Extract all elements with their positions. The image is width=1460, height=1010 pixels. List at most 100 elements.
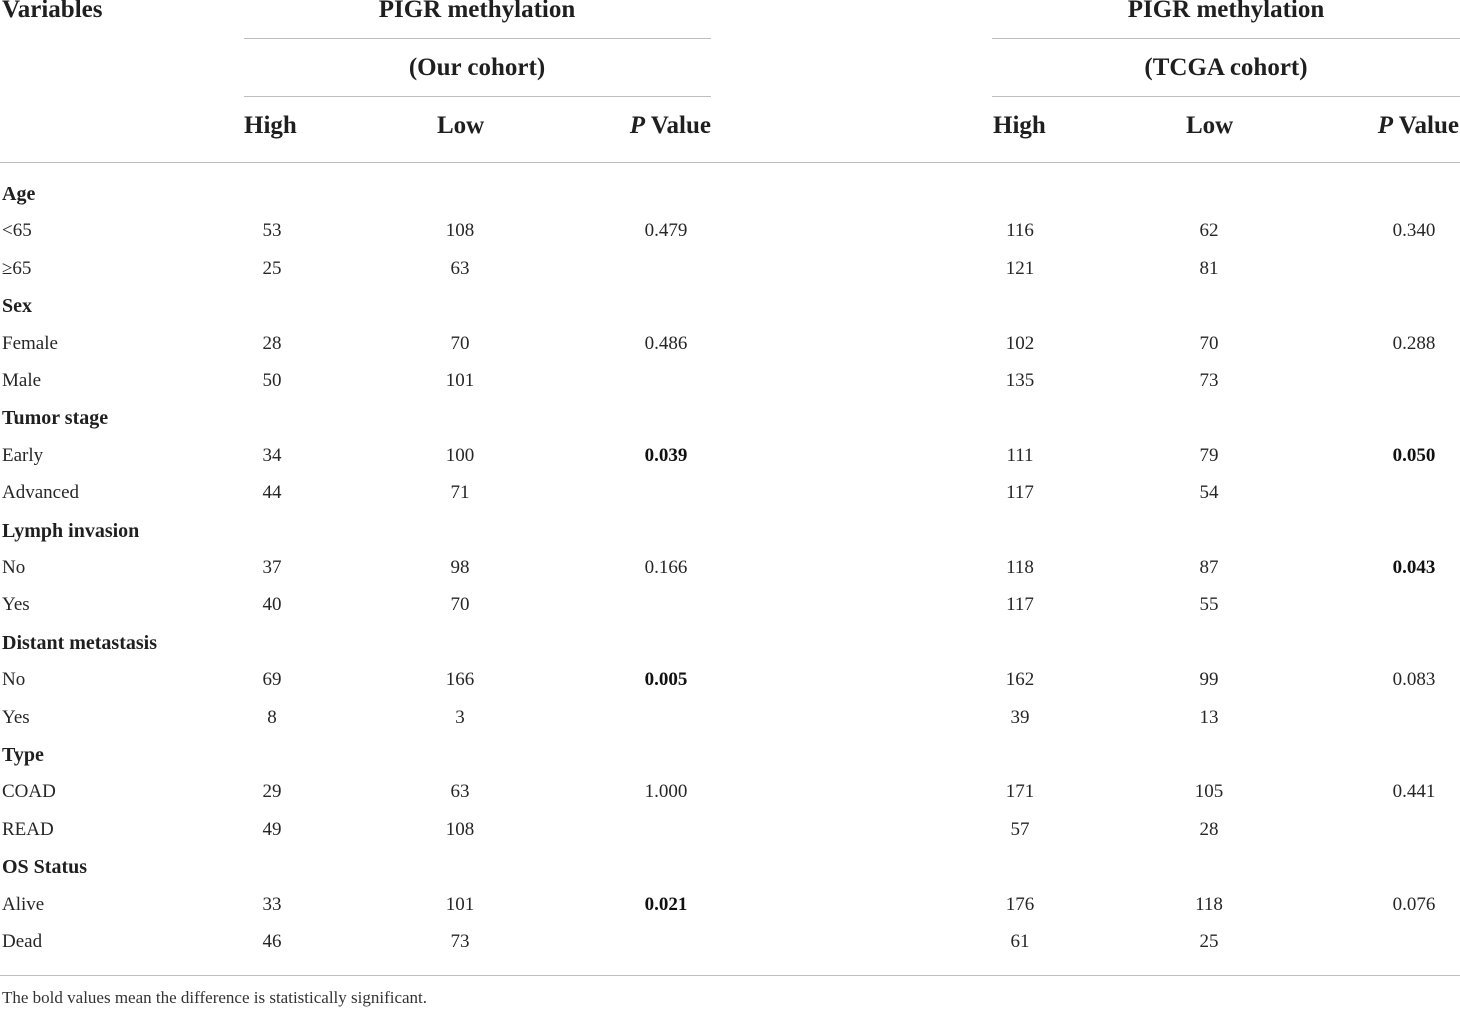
tcga-p-cell: 0.441	[1392, 781, 1436, 803]
our-high-cell: 40	[262, 594, 282, 616]
our-cohort-group-title: PIGR methylation	[378, 0, 576, 23]
tcga-low-cell: 81	[1199, 257, 1219, 279]
row-label: COAD	[2, 781, 56, 803]
our-p-cell: 0.166	[644, 557, 688, 578]
our-subgroup-rule	[244, 96, 711, 97]
tcga-high-header: High	[993, 112, 1046, 139]
p-italic: P	[1377, 112, 1393, 139]
our-low-cell: 63	[450, 257, 470, 279]
tcga-subgroup-rule	[992, 96, 1460, 97]
our-high-cell: 37	[262, 557, 282, 578]
our-p-cell: 1.000	[644, 781, 688, 803]
tcga-low-header: Low	[1186, 112, 1234, 139]
tcga-low-cell: 25	[1199, 931, 1219, 952]
our-high-cell: 53	[262, 220, 282, 242]
tcga-low-cell: 28	[1199, 818, 1219, 840]
tcga-low-cell: 73	[1199, 370, 1219, 391]
tcga-high-cell: 39	[1010, 706, 1030, 728]
tcga-p-value-header: P Value	[1378, 112, 1459, 140]
footnote: The bold values mean the difference is s…	[2, 988, 428, 1007]
row-label: <65	[2, 220, 32, 242]
tcga-high-cell: 111	[1006, 444, 1034, 466]
our-low-cell: 63	[450, 781, 470, 803]
our-p-cell: 0.021	[644, 893, 688, 915]
tcga-high-cell: 162	[1005, 669, 1035, 691]
our-high-header: High	[244, 112, 297, 139]
our-low-cell: 101	[445, 370, 475, 391]
table-bottom-rule	[0, 975, 1460, 976]
our-high-cell: 44	[262, 482, 282, 504]
tcga-cohort-group-title: PIGR methylation	[1127, 0, 1325, 23]
our-high-cell: 25	[262, 257, 282, 279]
tcga-high-cell: 57	[1010, 818, 1030, 840]
tcga-high-cell: 117	[1006, 594, 1034, 616]
tcga-low-cell: 55	[1199, 594, 1219, 616]
tcga-high-cell: 117	[1006, 482, 1034, 504]
our-cohort-group-subtitle: (Our cohort)	[408, 54, 546, 81]
our-low-cell: 108	[445, 818, 475, 840]
tcga-p-cell: 0.083	[1392, 669, 1436, 691]
our-high-cell: 50	[262, 370, 282, 391]
our-p-cell: 0.039	[644, 444, 688, 466]
tcga-high-cell: 61	[1010, 931, 1030, 952]
category-label: Distant metastasis	[2, 631, 157, 654]
row-label: No	[2, 557, 26, 578]
tcga-group-rule	[992, 38, 1460, 39]
our-p-cell: 0.005	[644, 669, 688, 691]
tcga-low-cell: 13	[1199, 706, 1219, 728]
our-group-rule	[244, 38, 711, 39]
our-low-cell: 166	[445, 669, 475, 691]
our-high-cell: 34	[262, 444, 282, 466]
our-p-cell: 0.486	[644, 332, 688, 354]
category-label: Age	[2, 183, 36, 205]
our-low-cell: 101	[445, 893, 475, 915]
category-label: OS Status	[2, 856, 88, 879]
our-low-cell: 70	[450, 332, 470, 354]
our-low-cell: 70	[450, 594, 470, 616]
our-high-cell: 33	[262, 893, 282, 915]
tcga-low-cell: 118	[1195, 893, 1223, 915]
our-high-cell: 46	[262, 931, 282, 952]
tcga-high-cell: 116	[1006, 220, 1034, 242]
our-low-cell: 3	[455, 706, 465, 728]
our-low-cell: 100	[445, 444, 475, 466]
row-label: Female	[2, 332, 58, 354]
our-high-cell: 28	[262, 332, 282, 354]
our-high-cell: 49	[262, 818, 282, 840]
our-low-cell: 108	[445, 220, 475, 242]
tcga-high-cell: 121	[1005, 257, 1035, 279]
tcga-p-cell: 0.050	[1392, 444, 1436, 466]
category-label: Type	[2, 744, 44, 766]
tcga-p-cell: 0.340	[1392, 220, 1436, 242]
tcga-low-cell: 99	[1199, 669, 1219, 691]
row-label: Advanced	[2, 482, 80, 504]
tcga-high-cell: 118	[1006, 557, 1034, 578]
p-italic: P	[629, 112, 645, 139]
row-label: Yes	[2, 706, 30, 728]
our-low-cell: 98	[450, 557, 470, 578]
tcga-high-cell: 102	[1005, 332, 1035, 354]
tcga-low-cell: 79	[1199, 444, 1219, 466]
our-low-cell: 73	[450, 931, 470, 952]
tcga-p-cell: 0.043	[1392, 557, 1436, 578]
category-label: Sex	[2, 295, 32, 318]
row-label: Yes	[2, 594, 30, 616]
tcga-low-cell: 105	[1194, 781, 1224, 803]
tcga-high-cell: 176	[1005, 893, 1035, 915]
our-low-header: Low	[437, 112, 485, 139]
category-label: Tumor stage	[2, 407, 109, 430]
tcga-high-cell: 171	[1005, 781, 1035, 803]
row-label: No	[2, 669, 26, 691]
tcga-low-cell: 62	[1199, 220, 1219, 242]
tcga-high-cell: 135	[1005, 370, 1035, 391]
our-high-cell: 69	[262, 669, 282, 691]
tcga-low-cell: 54	[1199, 482, 1219, 504]
row-label: Dead	[2, 931, 43, 952]
our-high-cell: 29	[262, 781, 282, 803]
row-label: Early	[2, 444, 44, 466]
row-label: Male	[2, 370, 42, 391]
our-low-cell: 71	[450, 482, 470, 504]
row-label: READ	[2, 818, 54, 840]
p-value-text: Value	[1392, 112, 1459, 139]
tcga-low-cell: 87	[1199, 557, 1219, 578]
